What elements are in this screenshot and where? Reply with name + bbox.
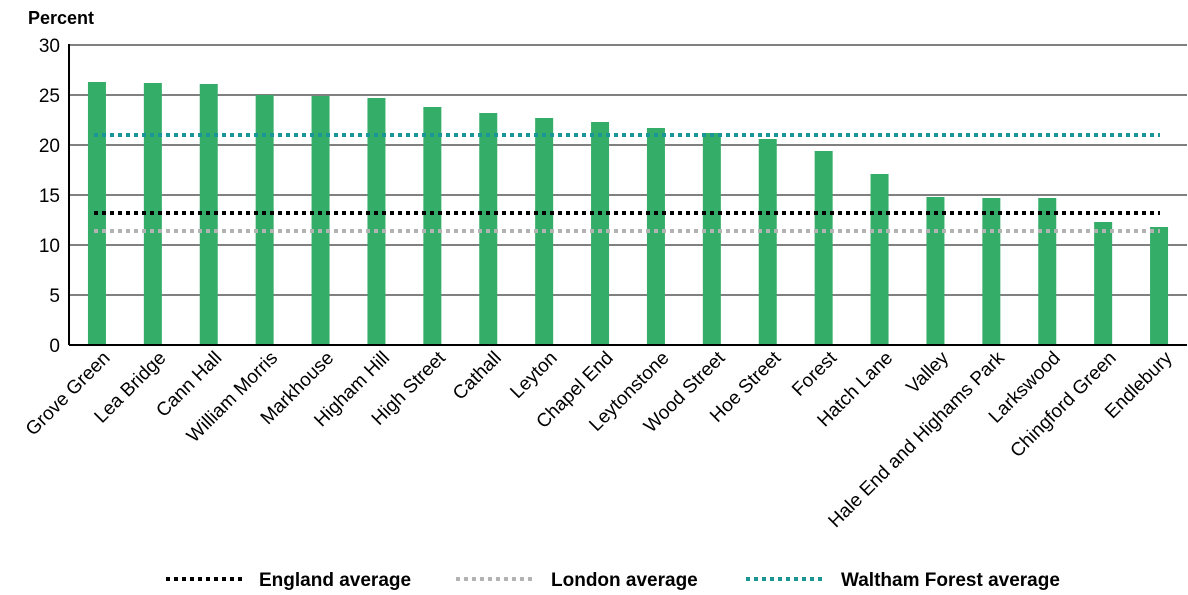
x-tick-label: Valley xyxy=(903,347,954,398)
bar xyxy=(926,197,945,345)
bar xyxy=(1038,198,1057,345)
bar xyxy=(423,107,442,345)
axes xyxy=(68,44,1187,346)
y-tick-label: 30 xyxy=(39,36,60,57)
y-tick-label: 10 xyxy=(39,236,60,257)
y-tick-label: 5 xyxy=(49,286,60,307)
bar xyxy=(646,128,665,345)
x-tick-label: Leyton xyxy=(506,348,561,403)
y-tick-label: 0 xyxy=(49,336,60,357)
bar xyxy=(758,139,777,345)
bar xyxy=(255,95,274,345)
y-tick-label: 25 xyxy=(39,86,60,107)
bar xyxy=(1094,222,1113,345)
legend-label: England average xyxy=(259,570,411,591)
y-tick-label: 15 xyxy=(39,186,60,207)
y-axis-title: Percent xyxy=(28,8,94,28)
reference-lines xyxy=(94,133,1160,233)
x-tick-label: Cathall xyxy=(449,348,506,405)
bar xyxy=(591,122,610,345)
y-tick-label: 20 xyxy=(39,136,60,157)
bar xyxy=(311,96,330,345)
x-tick-label: Grove Green xyxy=(22,348,115,441)
legend-label: Waltham Forest average xyxy=(841,570,1060,591)
bar xyxy=(982,198,1001,345)
bar xyxy=(367,98,386,345)
bars xyxy=(87,82,1169,345)
bar xyxy=(870,174,889,345)
gridlines xyxy=(69,44,1187,296)
x-tick-label: Forest xyxy=(788,347,841,400)
legend-label: London average xyxy=(551,570,698,591)
legend: England average London average Waltham For… xyxy=(166,570,1060,591)
y-tick-labels: 0 5 10 15 20 25 30 xyxy=(39,36,60,357)
bar xyxy=(702,133,721,345)
bar xyxy=(814,151,833,345)
bar xyxy=(1150,227,1169,345)
